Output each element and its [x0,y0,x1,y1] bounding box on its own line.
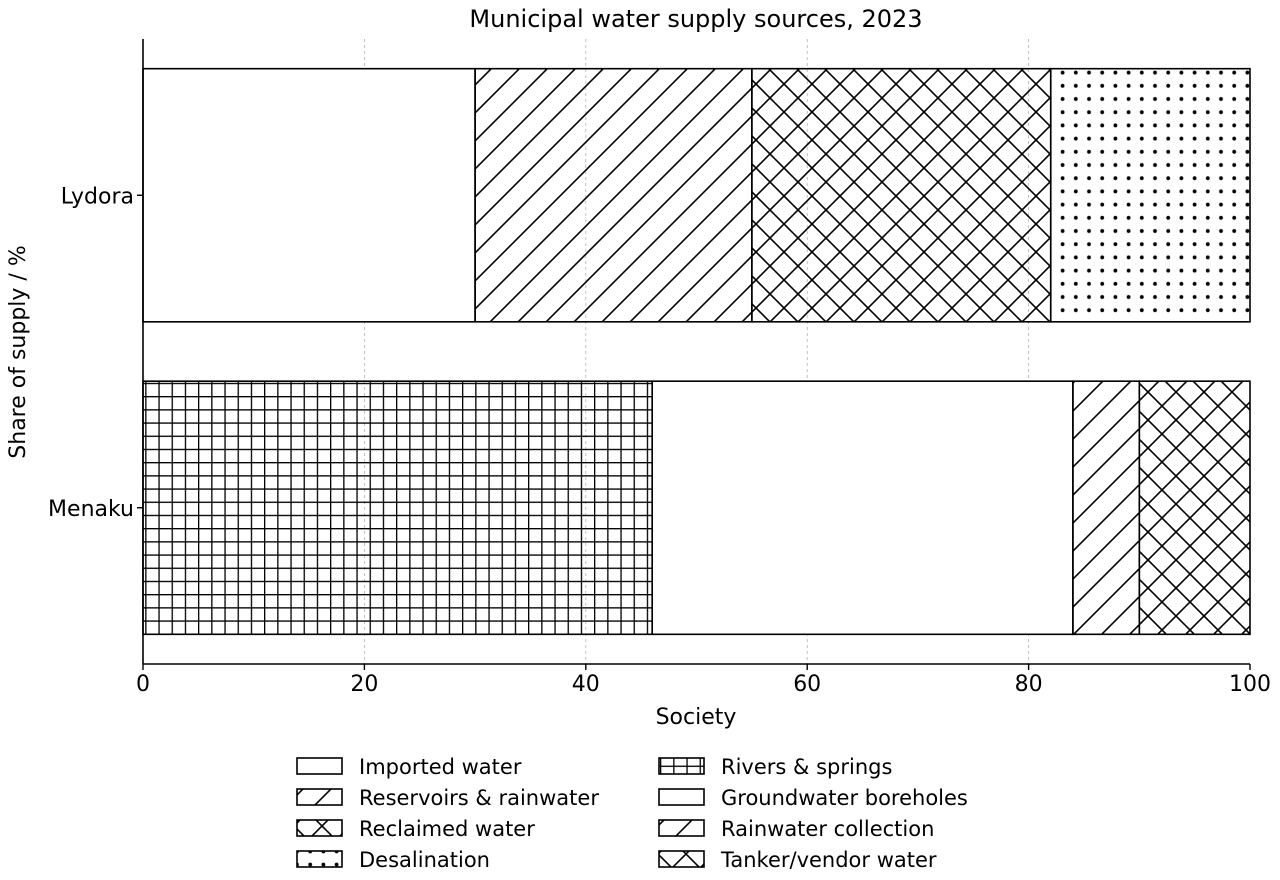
y-category-label: Menaku [48,497,134,522]
legend-label: Rainwater collection [721,817,934,841]
y-category-labels: Lydora Menaku [48,184,143,522]
legend-swatch [658,850,705,868]
legend-label: Reclaimed water [359,817,535,841]
x-tick-label: 40 [572,672,600,697]
x-tick-label: 80 [1015,672,1043,697]
bar-segment-rainwater-collection [1072,380,1141,636]
x-ticks: 0 20 40 60 80 100 [136,664,1271,697]
legend-label: Tanker/vendor water [720,848,937,872]
legend-swatch [658,757,705,775]
y-axis-label: Share of supply / % [6,245,31,458]
legend-swatch [296,757,343,775]
x-tick-label: 100 [1229,672,1271,697]
legend-label: Imported water [359,755,522,779]
bar-segment-rivers-springs [142,380,654,636]
x-tick-label: 60 [793,672,821,697]
bar-segment-reservoirs-rainwater [474,67,753,323]
legend-swatch [296,850,343,868]
legend-label: Groundwater boreholes [721,786,968,810]
legend-swatch [658,819,705,837]
x-tick-label: 0 [136,672,150,697]
bar-segment-groundwater-boreholes [651,380,1074,636]
bar-segment-tanker-vendor-water [1138,380,1251,636]
x-tick-label: 20 [350,672,378,697]
legend: Imported water Reservoirs & rainwater Recl… [296,755,968,872]
x-axis-label: Society [656,705,737,730]
chart-title: Municipal water supply sources, 2023 [469,5,922,33]
legend-swatch [296,819,343,837]
legend-label: Desalination [359,848,490,872]
legend-swatch [658,788,705,806]
legend-swatch [296,788,343,806]
bar-segment-reclaimed-water [751,67,1052,323]
bars [142,67,1251,636]
bar-segment-imported-water [142,67,476,323]
bar-segment-desalination [1049,67,1251,323]
legend-label: Reservoirs & rainwater [359,786,599,810]
legend-label: Rivers & springs [721,755,892,779]
y-category-label: Lydora [61,184,134,209]
